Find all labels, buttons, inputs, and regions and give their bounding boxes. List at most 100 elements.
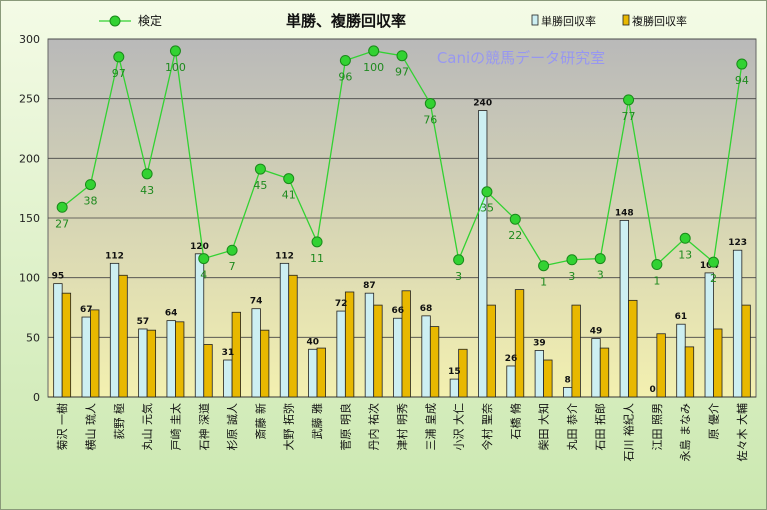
test-value-label: 41 <box>282 189 296 202</box>
test-value-label: 100 <box>165 61 186 74</box>
test-value-label: 3 <box>597 269 604 282</box>
bar-tansho <box>478 110 488 398</box>
bar-value-label: 68 <box>420 304 433 314</box>
category-label: 戸崎 圭太 <box>168 403 182 451</box>
bar-fukusho <box>203 344 213 398</box>
test-value-label: 43 <box>140 184 154 197</box>
test-marker <box>566 254 578 266</box>
legend-fukusho-label: 複勝回収率 <box>632 14 687 28</box>
category-label: 佐々木 大輔 <box>735 403 749 462</box>
test-value-label: 7 <box>229 260 236 273</box>
category-label: 三浦 皇成 <box>423 403 437 451</box>
bar-tansho <box>166 320 176 398</box>
test-value-label: 13 <box>678 248 692 261</box>
bar-tansho <box>194 253 205 398</box>
legend-line-marker <box>109 15 121 27</box>
bar-value-label: 31 <box>222 348 235 358</box>
test-marker <box>113 51 125 63</box>
bar-fukusho <box>571 304 581 398</box>
category-label: 荻野 極 <box>112 403 126 440</box>
bar-tansho <box>619 219 629 398</box>
test-value-label: 27 <box>55 217 69 230</box>
category-label: 津村 明秀 <box>395 403 409 451</box>
bar-fukusho <box>61 292 72 398</box>
bar-value-label: 87 <box>363 281 376 291</box>
test-marker <box>283 173 295 185</box>
bar-value-label: 15 <box>448 367 461 377</box>
test-marker <box>736 58 748 70</box>
category-label: 石橋 脩 <box>508 403 522 440</box>
bar-value-label: 148 <box>615 208 634 218</box>
bar-fukusho <box>599 347 610 398</box>
bar-value-label: 61 <box>675 312 688 322</box>
test-marker <box>198 253 210 265</box>
test-value-label: 45 <box>253 179 267 192</box>
category-label: 武藤 雅 <box>310 403 324 440</box>
bar-fukusho <box>543 359 553 398</box>
bar-tansho <box>506 365 516 398</box>
bar-fukusho <box>458 348 468 398</box>
category-label: 江田 照男 <box>651 403 664 451</box>
bar-value-label: 72 <box>335 299 348 309</box>
bar-fukusho <box>259 329 270 398</box>
test-value-label: 3 <box>455 270 462 283</box>
test-marker <box>481 186 493 198</box>
test-marker <box>396 50 408 62</box>
bar-fukusho <box>231 311 241 398</box>
category-label: 柴田 大知 <box>537 403 551 451</box>
category-label: 今村 聖奈 <box>480 403 494 451</box>
test-marker <box>651 259 663 271</box>
category-label: 杉原 誠人 <box>225 403 239 451</box>
bar-value-label: 67 <box>80 305 93 315</box>
bar-value-label: 112 <box>105 251 124 261</box>
bar-tansho <box>704 272 714 398</box>
test-marker <box>623 94 635 106</box>
bar-tansho <box>534 350 544 398</box>
category-label: 斎藤 新 <box>253 403 267 440</box>
bar-value-label: 104 <box>700 261 719 271</box>
bar-value-label: 74 <box>250 297 263 307</box>
test-marker <box>84 179 96 191</box>
category-label: 丸田 恭介 <box>566 403 579 451</box>
category-label: 原 優介 <box>708 403 721 440</box>
bar-value-label: 64 <box>165 309 178 319</box>
legend-line-label: 検定 <box>138 13 162 28</box>
bar-tansho <box>676 323 686 398</box>
category-label: 丸山 元気 <box>140 403 154 451</box>
bar-fukusho <box>175 321 185 398</box>
test-marker <box>339 54 351 66</box>
bar-value-label: 40 <box>307 337 320 347</box>
test-marker <box>141 168 153 180</box>
bar-value-label: 112 <box>275 251 294 261</box>
test-value-label: 1 <box>540 276 547 289</box>
test-marker <box>56 201 68 213</box>
category-label: 丹内 祐次 <box>367 403 381 451</box>
category-label: 小沢 大仁 <box>452 403 466 451</box>
bar-fukusho <box>118 274 128 398</box>
y-tick-label: 300 <box>19 33 40 46</box>
test-marker <box>509 213 521 225</box>
bar-tansho <box>449 378 460 398</box>
y-tick-label: 50 <box>26 331 40 344</box>
y-tick-label: 100 <box>19 272 40 285</box>
bar-tansho <box>393 317 403 398</box>
bar-tansho <box>591 338 601 398</box>
category-label: 菊沢 一樹 <box>55 403 69 451</box>
bar-tansho <box>279 262 290 398</box>
bar-tansho <box>364 292 375 398</box>
bar-fukusho <box>684 346 695 398</box>
bar-tansho <box>563 387 573 398</box>
bar-value-label: 240 <box>473 99 492 109</box>
bar-tansho <box>308 348 318 398</box>
category-label: 永島 まなみ <box>678 403 692 462</box>
bar-fukusho <box>514 289 525 398</box>
bar-fukusho <box>486 304 496 398</box>
test-marker <box>538 260 550 272</box>
test-value-label: 97 <box>395 66 409 79</box>
bar-value-label: 95 <box>52 272 65 282</box>
bar-fukusho <box>288 274 298 398</box>
test-value-label: 2 <box>710 272 717 285</box>
test-value-label: 77 <box>622 110 636 123</box>
